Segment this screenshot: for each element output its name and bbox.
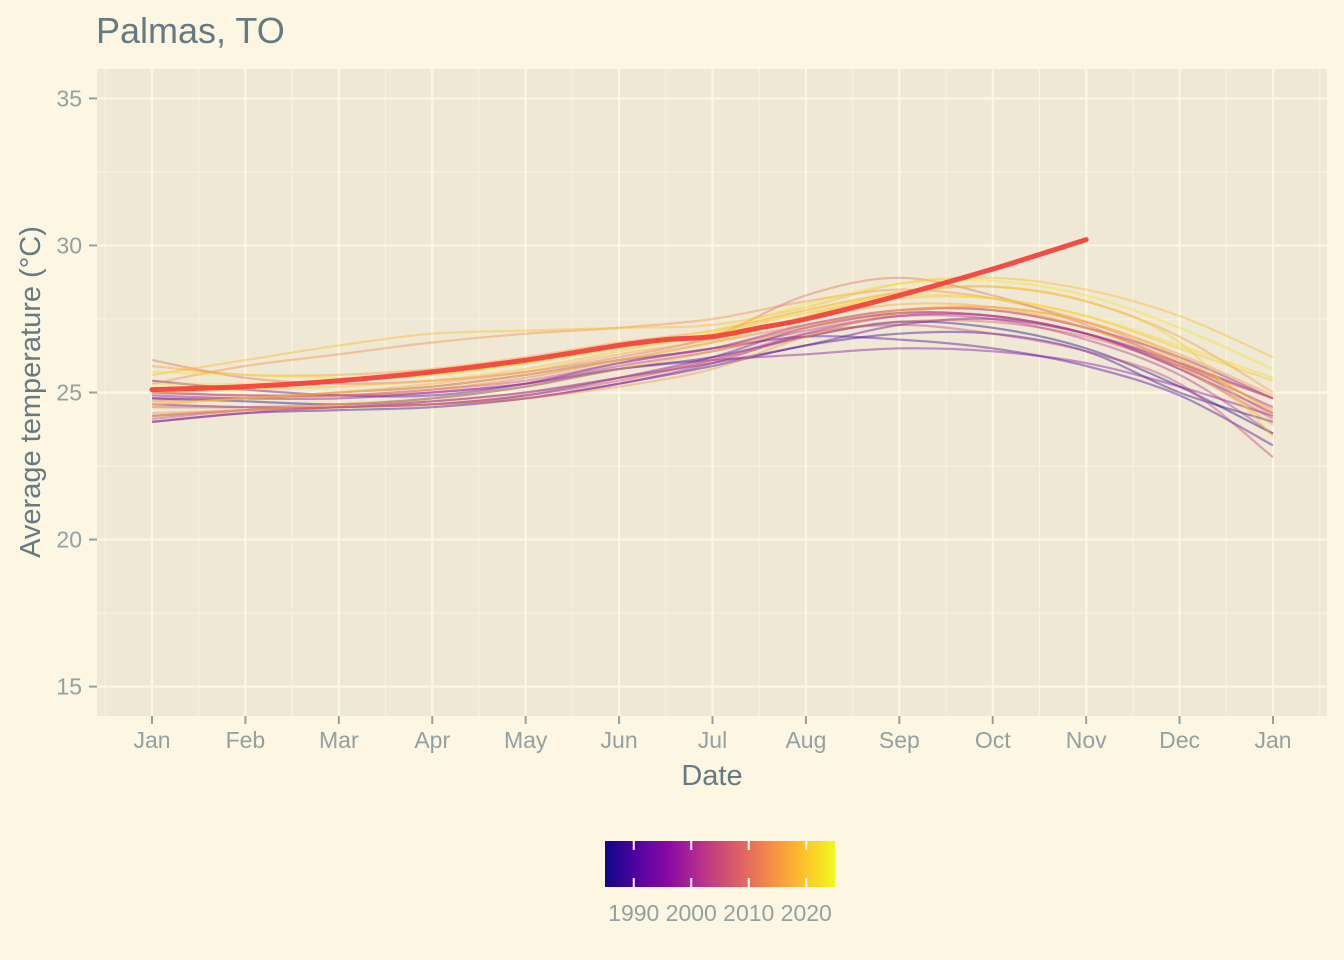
x-tick-label: Jun [601, 727, 638, 753]
colorbar [605, 841, 835, 887]
series-line-2015 [151, 305, 1274, 415]
highlight-series [149, 237, 1089, 393]
series-line-2017 [151, 302, 1274, 426]
series-line-2014 [151, 288, 1274, 412]
series-line-2012 [151, 307, 1274, 417]
y-axis-title: Average temperature (°C) [15, 226, 47, 558]
y-tick-label: 20 [56, 527, 82, 553]
series-line-1992 [151, 317, 1274, 409]
x-tick-label: Oct [975, 727, 1011, 753]
x-tick-label: Aug [785, 727, 826, 753]
y-tick-label: 25 [56, 380, 82, 406]
series-line-1990 [151, 335, 1274, 447]
series-line-2024 [149, 237, 1089, 393]
x-tick-label: Mar [319, 727, 359, 753]
series-line-1988 [151, 330, 1274, 423]
x-tick-label: Apr [414, 727, 450, 753]
colorbar-label: 1990 [608, 900, 659, 926]
x-tick-label: Sep [879, 727, 920, 753]
x-tick-label: Jan [133, 727, 170, 753]
x-tick-label: Jan [1254, 727, 1291, 753]
series-line-2006 [151, 311, 1274, 420]
year-colorbar-legend: 1990 2000 2010 2020 [605, 841, 835, 926]
series-line-2019 [151, 276, 1274, 376]
x-tick-label: Jul [698, 727, 727, 753]
series-line-2000 [151, 312, 1274, 423]
y-tick-label: 35 [56, 85, 82, 111]
grid-lines [97, 69, 1327, 716]
series-line-1998 [151, 307, 1274, 400]
series-line-1994 [151, 311, 1274, 418]
y-tick-label: 30 [56, 232, 82, 258]
series-line-2018 [151, 305, 1274, 418]
colorbar-label: 2000 [666, 900, 717, 926]
x-tick-label: Dec [1159, 727, 1200, 753]
chart-title: Palmas, TO [96, 10, 285, 51]
series-line-2004 [151, 323, 1274, 459]
series-line-2020 [151, 295, 1274, 394]
x-tick-label: Nov [1066, 727, 1107, 753]
y-axis: 15 20 25 30 35 [56, 85, 97, 700]
series-line-1986 [151, 320, 1274, 435]
x-axis-title: Date [681, 760, 742, 792]
x-tick-label: May [504, 727, 548, 753]
series-line-2002 [151, 313, 1274, 435]
series-line-2008 [151, 319, 1274, 409]
x-tick-label: Feb [226, 727, 266, 753]
x-axis: Jan Feb Mar Apr May Jun Jul Aug Sep Oct Nov Dec Jan [133, 716, 1292, 753]
y-tick-label: 15 [56, 674, 82, 700]
series-line-2023 [151, 278, 1274, 379]
series-line-2021 [151, 285, 1274, 438]
series-line-2016 [151, 285, 1274, 394]
colorbar-label: 2010 [723, 900, 774, 926]
colorbar-label: 2020 [781, 900, 832, 926]
series-line-1996 [151, 347, 1274, 418]
